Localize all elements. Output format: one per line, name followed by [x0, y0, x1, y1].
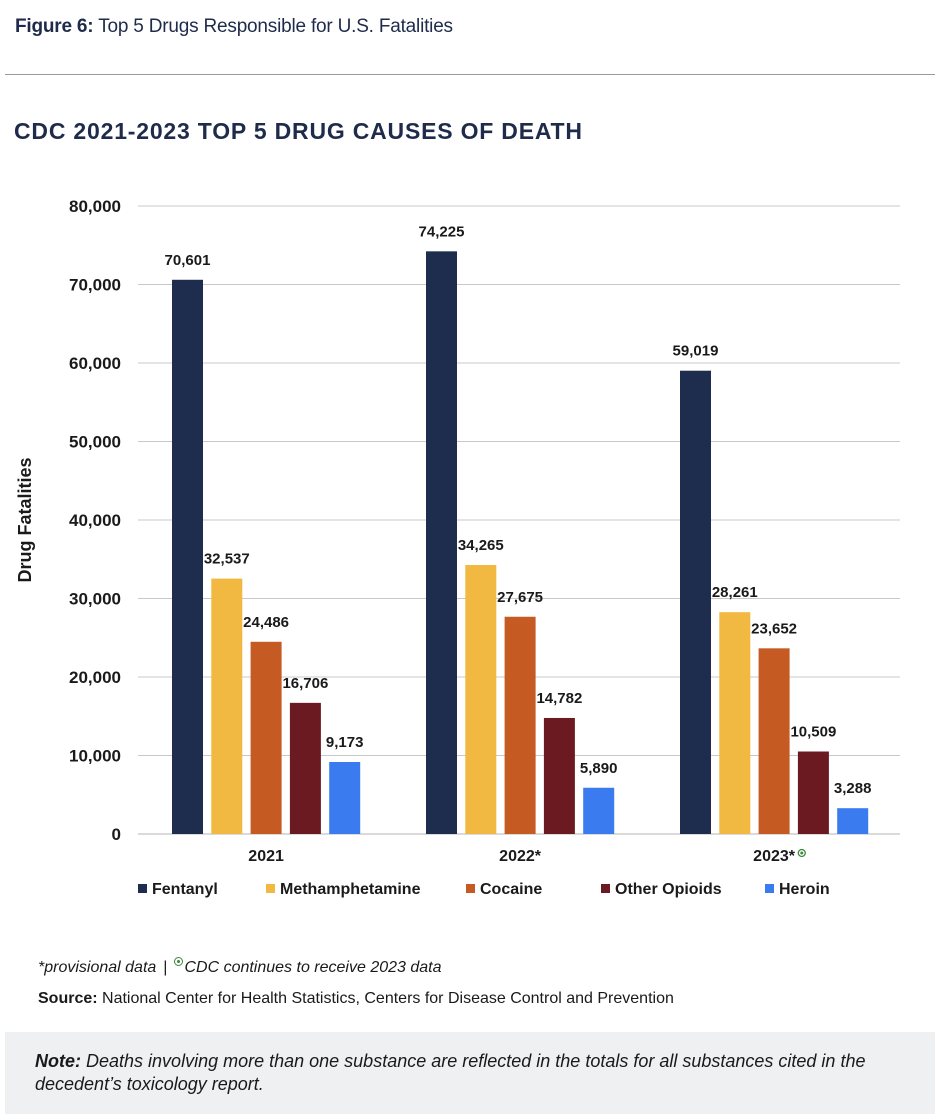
data-label: 23,652	[751, 620, 797, 637]
figure-caption: Figure 6: Top 5 Drugs Responsible for U.…	[15, 16, 453, 38]
legend-swatch	[765, 884, 774, 893]
y-tick-label: 30,000	[69, 590, 121, 609]
data-label: 27,675	[497, 589, 543, 606]
bar-methamphetamine	[211, 578, 243, 834]
bar-heroin	[583, 787, 615, 834]
bar-fentanyl	[172, 279, 203, 834]
data-label: 32,537	[204, 551, 250, 568]
divider	[5, 74, 935, 75]
legend: Fentanyl Methamphetamine Cocaine Other Opio…	[138, 881, 830, 898]
data-label: 3,288	[834, 780, 872, 797]
bar-methamphetamine	[465, 565, 497, 834]
data-label: 28,261	[712, 584, 758, 601]
bar-fentanyl	[680, 370, 711, 834]
x-tick-label: 2023*	[753, 848, 796, 865]
y-tick-label: 70,000	[69, 276, 121, 295]
note-text: Note: Deaths involving more than one sub…	[35, 1050, 915, 1096]
y-tick-label: 50,000	[69, 433, 121, 452]
chart-title: CDC 2021-2023 TOP 5 DRUG CAUSES OF DEATH	[14, 118, 583, 144]
y-tick-label: 10,000	[69, 747, 121, 766]
data-label: 24,486	[243, 614, 289, 631]
data-label: 10,509	[790, 724, 836, 741]
y-tick-label: 40,000	[69, 511, 121, 530]
bars	[172, 251, 869, 834]
bar-cocaine	[250, 641, 282, 834]
x-tick-label: 2021	[248, 848, 284, 865]
bar-other-opioids	[289, 702, 321, 834]
cdc-note: CDC continues to receive 2023 data	[184, 959, 442, 976]
figure-caption-text: Top 5 Drugs Responsible for U.S. Fatalit…	[98, 16, 453, 37]
bar-methamphetamine	[719, 612, 751, 834]
legend-swatch	[466, 884, 475, 893]
data-label: 34,265	[458, 537, 504, 554]
provisional-note: *provisional data	[38, 959, 157, 976]
y-tick-label: 80,000	[69, 197, 121, 216]
figure-label: Figure 6:	[15, 16, 94, 37]
data-label: 74,225	[419, 223, 465, 240]
legend-label: Methamphetamine	[280, 881, 421, 898]
data-label: 70,601	[165, 252, 211, 269]
bar-other-opioids	[543, 717, 575, 834]
bar-cocaine	[504, 616, 536, 834]
data-labels: 70,601 32,537 24,486 16,706 9,173 74,225 34,26…	[165, 223, 872, 797]
legend-swatch	[601, 884, 610, 893]
source-label: Source:	[38, 990, 98, 1007]
y-tick-label: 60,000	[69, 354, 121, 373]
legend-label: Other Opioids	[615, 881, 722, 898]
y-axis-tick-labels: 0 10,000 20,000 30,000 40,000 50,000 60,000 70,…	[69, 197, 121, 844]
data-label: 5,890	[580, 760, 618, 777]
bar-cocaine	[758, 648, 790, 834]
data-label: 9,173	[326, 734, 364, 751]
note-body: Deaths involving more than one substance…	[35, 1051, 866, 1094]
data-label: 59,019	[673, 343, 719, 360]
y-tick-label: 20,000	[69, 668, 121, 687]
green-dot-center	[800, 851, 804, 855]
legend-swatch	[266, 884, 275, 893]
footnote-separator: |	[163, 959, 168, 976]
note-label: Note:	[35, 1051, 81, 1071]
source-text: National Center for Health Statistics, C…	[102, 990, 674, 1007]
y-tick-label: 0	[112, 825, 121, 844]
data-label: 14,782	[536, 690, 582, 707]
legend-label: Cocaine	[480, 881, 542, 898]
legend-label: Heroin	[779, 881, 830, 898]
green-dot-icon	[797, 848, 806, 858]
green-dot-icon	[174, 957, 184, 966]
data-label: 16,706	[282, 675, 328, 692]
x-tick-label: 2022*	[499, 848, 542, 865]
y-axis-label: Drug Fatalities	[15, 457, 35, 582]
bar-chart: 0 10,000 20,000 30,000 40,000 50,000 60,000 70,…	[15, 197, 900, 898]
source-line: Source: National Center for Health Stati…	[38, 990, 674, 1008]
footnote: *provisional data | CDC continues to recei…	[38, 957, 442, 977]
legend-swatch	[138, 884, 147, 893]
legend-label: Fentanyl	[152, 881, 218, 898]
bar-other-opioids	[797, 751, 829, 834]
bar-heroin	[329, 761, 361, 834]
x-axis-tick-labels: 2021 2022* 2023*	[248, 848, 806, 865]
note-box: Note: Deaths involving more than one sub…	[5, 1032, 935, 1114]
bar-heroin	[837, 808, 869, 834]
bar-fentanyl	[426, 251, 457, 834]
